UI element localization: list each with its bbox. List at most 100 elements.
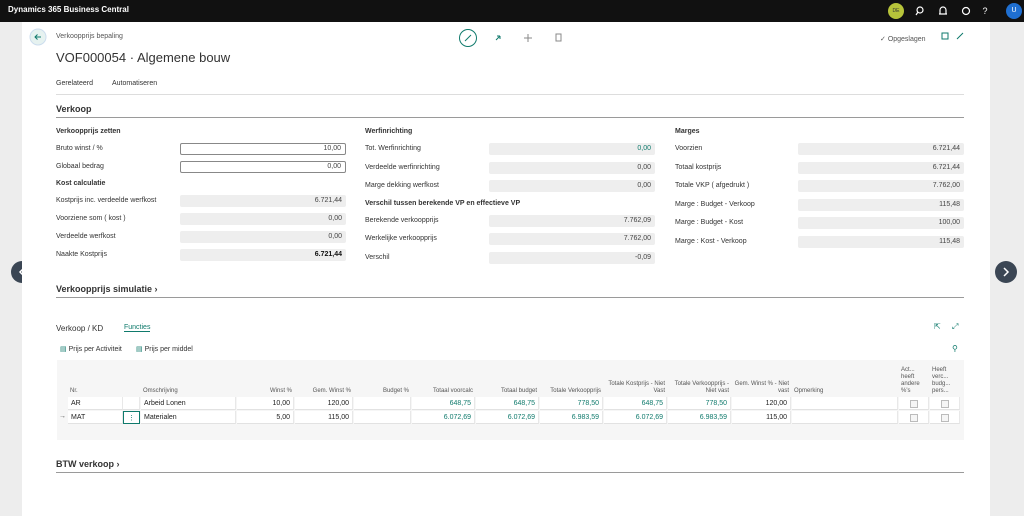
column-header[interactable]: Gem. Winst % - Niet vast <box>734 381 789 394</box>
subpage-expand[interactable]: ⤢ <box>952 322 959 331</box>
table-cell[interactable]: 6.072,69 <box>412 411 475 424</box>
table-cell: 120,00 <box>295 397 353 410</box>
field-value[interactable]: 0,00 <box>489 143 655 155</box>
field-value: 6.721,44 <box>180 249 346 261</box>
section-title-text: BTW verkoop <box>56 459 115 469</box>
column-header[interactable]: Gem. Winst % <box>312 388 351 394</box>
table-cell: 10,00 <box>237 397 294 410</box>
table-cell: 115,00 <box>295 411 353 424</box>
subpage-share[interactable]: ⇱ <box>934 322 941 331</box>
table-cell <box>930 397 960 410</box>
table-cell: 120,00 <box>732 397 791 410</box>
field-label: Kostprijs inc. verdeelde werfkost <box>56 197 157 204</box>
field-label: Verdeelde werfinrichting <box>365 163 440 171</box>
column-header[interactable]: Totale Verkoopprijs - Niet vast <box>674 381 729 394</box>
field-label: Marge : Kost - Verkoop <box>675 237 747 245</box>
field-value: 0,00 <box>489 180 655 192</box>
table-cell[interactable]: 6.072,69 <box>476 411 539 424</box>
table-cell[interactable]: 778,50 <box>668 397 731 410</box>
action-menu[interactable]: Gerelateerd <box>56 80 93 87</box>
table-cell: Arbeid Lonen <box>141 397 236 410</box>
checkbox[interactable] <box>941 414 949 422</box>
edit-button[interactable] <box>459 29 477 47</box>
table-cell[interactable]: 648,75 <box>476 397 539 410</box>
user-avatar[interactable]: U <box>1006 3 1022 19</box>
column-header[interactable]: Budget % <box>382 388 409 394</box>
share-button[interactable] <box>495 35 501 41</box>
checkbox[interactable] <box>910 414 918 422</box>
help-icon[interactable]: ? <box>982 6 987 16</box>
table-cell <box>930 411 960 424</box>
row-menu[interactable]: ⋮ <box>123 411 140 424</box>
breadcrumb: Verkoopprijs bepaling <box>56 33 123 40</box>
subpage-title: Verkoop / KD <box>56 324 104 333</box>
table-cell <box>899 397 929 410</box>
field-label: Marge : Budget - Verkoop <box>675 200 755 208</box>
column-header[interactable]: Totaal budget <box>500 388 537 394</box>
field-label: Voorziene som ( kost ) <box>56 215 126 222</box>
table-cell: AR <box>68 397 123 410</box>
next-record[interactable] <box>995 261 1017 283</box>
section-title[interactable]: Verkoop <box>56 104 92 114</box>
field-input[interactable]: 0,00 <box>180 161 346 173</box>
row-menu[interactable] <box>123 397 140 410</box>
table-cell[interactable]: 6.072,69 <box>604 411 667 424</box>
field-label: Totaal kostprijs <box>675 163 722 171</box>
column-header[interactable]: Omschrijving <box>143 388 178 394</box>
table-cell <box>354 397 411 410</box>
back-button[interactable] <box>29 28 47 46</box>
column-header[interactable]: Winst % <box>269 388 292 394</box>
subpage-action[interactable]: ▤ Prijs per middel <box>136 345 193 353</box>
save-status: ✓ Opgeslagen <box>880 36 926 43</box>
column-header[interactable]: Totale Verkoopprijs <box>550 388 601 394</box>
app-name[interactable]: Dynamics 365 Business Central <box>8 5 129 14</box>
action-icon: ▤ <box>60 346 69 353</box>
top-bar: Dynamics 365 Business Central DE ? U <box>0 0 1024 22</box>
subpage-action[interactable]: ▤ Prijs per Activiteit <box>60 345 122 353</box>
table-cell[interactable]: 6.983,59 <box>540 411 603 424</box>
field-value: 0,00 <box>180 213 346 225</box>
checkbox[interactable] <box>941 400 949 408</box>
subpage-tab[interactable]: Functies <box>124 324 151 332</box>
column-header[interactable]: Heeft verc... budg... pers... <box>932 367 951 394</box>
table-cell <box>354 411 411 424</box>
company-badge[interactable]: DE <box>888 3 904 19</box>
column-header[interactable]: Opmerking <box>794 388 824 394</box>
field-label: Naakte Kostprijs <box>56 251 107 258</box>
field-value: 100,00 <box>798 217 964 229</box>
settings-icon[interactable] <box>961 6 971 16</box>
column-header[interactable]: Act... heeft andere %'s <box>901 367 920 394</box>
bell-icon[interactable] <box>939 6 947 15</box>
section-title-text: Verkoopprijs simulatie <box>56 284 153 294</box>
section-title[interactable]: BTW verkoop › <box>56 459 120 469</box>
action-menu[interactable]: Automatiseren <box>112 80 158 87</box>
checkbox[interactable] <box>910 400 918 408</box>
save-status-text: Opgeslagen <box>887 36 926 43</box>
field-label: Bruto winst / % <box>56 145 103 152</box>
window-icons <box>941 32 964 40</box>
search-icon[interactable] <box>916 6 924 14</box>
field-label: Verdeelde werfkost <box>56 233 116 240</box>
table-cell[interactable]: 648,75 <box>604 397 667 410</box>
column-header[interactable]: Totale Kostprijs - Niet Vast <box>608 381 665 394</box>
field-label: Voorzien <box>675 145 703 152</box>
column-header[interactable]: Nr. <box>70 388 78 394</box>
column-header[interactable]: Totaal voorcalc <box>432 388 473 394</box>
group-heading: Marges <box>675 128 700 135</box>
open-new-window[interactable] <box>941 32 964 40</box>
field-value: 115,48 <box>798 235 964 248</box>
table-cell[interactable]: 648,75 <box>412 397 475 410</box>
field-input[interactable]: 10,00 <box>180 143 346 155</box>
group-heading: Verschil tussen berekende VP en effectie… <box>365 199 521 207</box>
table-cell[interactable]: 778,50 <box>540 397 603 410</box>
filter-toggle[interactable]: ⚲ <box>952 344 958 353</box>
new-button[interactable] <box>524 34 532 42</box>
delete-button[interactable] <box>555 33 562 42</box>
field-value: 0,00 <box>180 231 346 243</box>
field-label: Verschil <box>365 253 390 261</box>
field-value: 6.721,44 <box>798 161 964 174</box>
table-cell[interactable]: 6.983,59 <box>668 411 731 424</box>
table-cell <box>792 397 898 410</box>
section-title[interactable]: Verkoopprijs simulatie › <box>56 284 158 294</box>
